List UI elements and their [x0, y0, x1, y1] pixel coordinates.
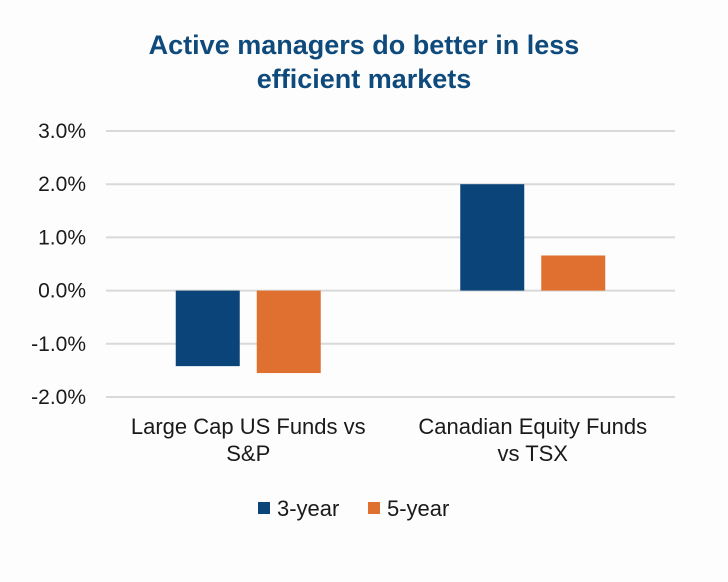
y-tick-label: 2.0% [38, 173, 86, 196]
y-tick-label: -1.0% [31, 333, 86, 356]
y-tick-label: 3.0% [38, 120, 86, 143]
y-tick-label: 0.0% [38, 280, 86, 303]
bar-3-year [460, 184, 525, 291]
legend: 3-year 5-year [258, 496, 449, 521]
y-tick-label: 1.0% [38, 226, 86, 249]
chart-title-line-1: Active managers do better in less [148, 30, 580, 60]
legend-swatch-5-year [368, 502, 380, 514]
bar-5-year [541, 255, 606, 291]
legend-label-5-year: 5-year [387, 496, 449, 521]
x-axis-category-labels: Large Cap US Funds vsS&P Canadian Equity … [131, 414, 647, 466]
bar-3-year [175, 290, 240, 367]
x-category-label: Canadian Equity Funds [418, 414, 647, 439]
y-axis-tick-labels: 3.0% 2.0% 1.0% 0.0% -1.0% -2.0% [31, 120, 86, 409]
y-tick-label: -2.0% [31, 386, 86, 409]
legend-swatch-3-year [258, 502, 270, 514]
bar-5-year [256, 290, 321, 374]
chart-title-line-2: efficient markets [256, 64, 472, 94]
bars [175, 184, 606, 374]
x-category-label: Large Cap US Funds vs [131, 414, 366, 439]
x-category-label: S&P [226, 441, 270, 466]
x-category-label: vs TSX [497, 441, 568, 466]
chart-title: Active managers do better in less effici… [0, 28, 728, 96]
legend-label-3-year: 3-year [277, 496, 339, 521]
